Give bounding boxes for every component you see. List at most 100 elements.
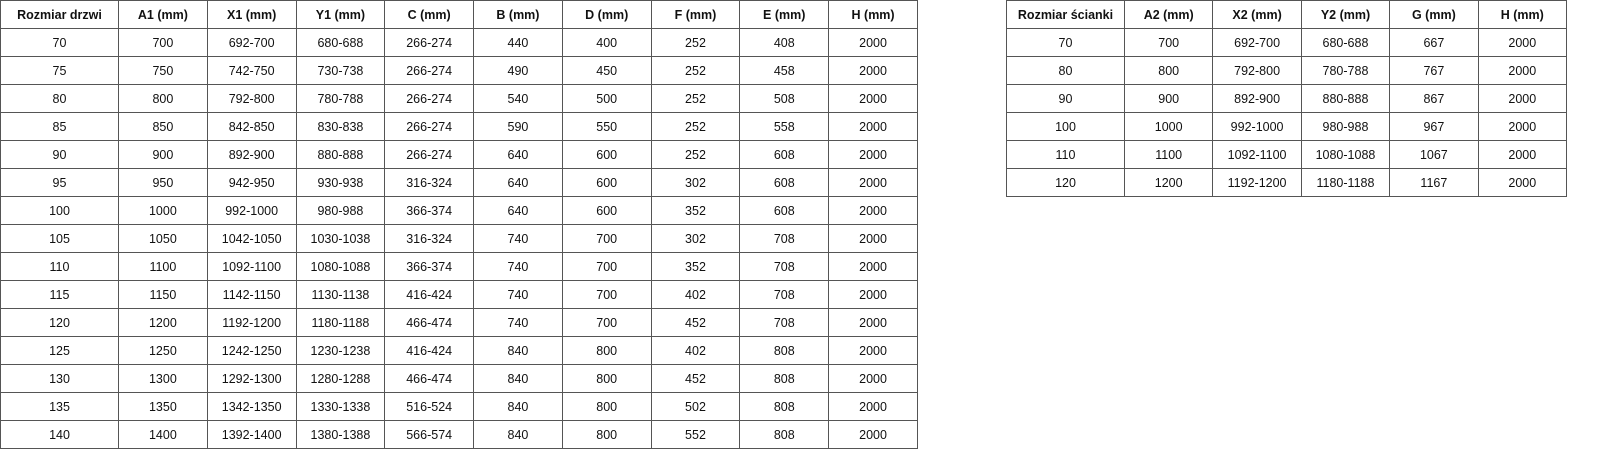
table-cell: 608 xyxy=(739,140,830,169)
table-cell: 700 xyxy=(561,280,652,309)
column-header: Y2 (mm) xyxy=(1300,0,1391,29)
table-row: 125 1250 1242-1250 1230-1238 416-424 840 800 40… xyxy=(0,336,918,365)
table-cell: 740 xyxy=(473,308,563,337)
table-cell: 95 xyxy=(0,168,119,197)
table-cell: 316-324 xyxy=(384,224,475,253)
table-cell: 708 xyxy=(739,280,830,309)
table-cell: 740 xyxy=(473,224,563,253)
table-cell: 1067 xyxy=(1389,140,1479,169)
table-cell: 130 xyxy=(0,364,119,393)
table-cell: 1280-1288 xyxy=(295,364,386,393)
table-cell: 840 xyxy=(473,420,563,449)
table-cell: 2000 xyxy=(828,252,918,281)
table-cell: 640 xyxy=(473,196,563,225)
table-cell: 640 xyxy=(473,168,563,197)
column-header: C (mm) xyxy=(384,0,475,29)
table-cell: 500 xyxy=(561,84,652,113)
table-cell: 767 xyxy=(1389,56,1479,85)
table-cell: 408 xyxy=(739,28,830,57)
header-row: Rozmiar drzwi A1 (mm) X1 (mm) Y1 (mm) C (mm)… xyxy=(0,0,918,29)
table-cell: 640 xyxy=(473,140,563,169)
column-header: B (mm) xyxy=(473,0,563,29)
table-cell: 692-700 xyxy=(1212,28,1302,57)
table-cell: 110 xyxy=(0,252,119,281)
column-header: F (mm) xyxy=(650,0,741,29)
table-cell: 1200 xyxy=(118,308,208,337)
table-cell: 1030-1038 xyxy=(295,224,386,253)
table-cell: 2000 xyxy=(828,308,918,337)
table-cell: 740 xyxy=(473,280,563,309)
table-cell: 800 xyxy=(1123,56,1214,85)
table-cell: 1142-1150 xyxy=(206,280,297,309)
table-cell: 352 xyxy=(650,252,741,281)
column-header: H (mm) xyxy=(828,0,918,29)
table-row: 115 1150 1142-1150 1130-1138 416-424 740 700 40… xyxy=(0,280,918,309)
table-cell: 1230-1238 xyxy=(295,336,386,365)
table-cell: 400 xyxy=(561,28,652,57)
table-cell: 880-888 xyxy=(295,140,386,169)
table-cell: 850 xyxy=(118,112,208,141)
table-cell: 1330-1338 xyxy=(295,392,386,421)
table-cell: 1150 xyxy=(118,280,208,309)
column-header: D (mm) xyxy=(561,0,652,29)
table-cell: 508 xyxy=(739,84,830,113)
table-cell: 2000 xyxy=(1477,28,1568,57)
table-cell: 600 xyxy=(561,196,652,225)
column-header: X1 (mm) xyxy=(206,0,297,29)
table-cell: 740 xyxy=(473,252,563,281)
table-row: 110 1100 1092-1100 1080-1088 1067 2000 xyxy=(1006,140,1568,169)
column-header: Y1 (mm) xyxy=(295,0,386,29)
table-cell: 1180-1188 xyxy=(295,308,386,337)
table-cell: 266-274 xyxy=(384,112,475,141)
table-cell: 2000 xyxy=(828,112,918,141)
table-cell: 75 xyxy=(0,56,119,85)
table-cell: 1100 xyxy=(1123,140,1214,169)
table-cell: 680-688 xyxy=(295,28,386,57)
table-cell: 842-850 xyxy=(206,112,297,141)
table-cell: 440 xyxy=(473,28,563,57)
table-cell: 1092-1100 xyxy=(1212,140,1302,169)
table-row: 120 1200 1192-1200 1180-1188 1167 2000 xyxy=(1006,168,1568,197)
table-cell: 452 xyxy=(650,364,741,393)
table-cell: 90 xyxy=(0,140,119,169)
table-cell: 1392-1400 xyxy=(206,420,297,449)
table-cell: 302 xyxy=(650,224,741,253)
table-cell: 930-938 xyxy=(295,168,386,197)
table-cell: 516-524 xyxy=(384,392,475,421)
table-cell: 490 xyxy=(473,56,563,85)
table-cell: 942-950 xyxy=(206,168,297,197)
table-cell: 700 xyxy=(561,224,652,253)
table-cell: 458 xyxy=(739,56,830,85)
table-cell: 1292-1300 xyxy=(206,364,297,393)
table-cell: 2000 xyxy=(828,196,918,225)
table-row: 100 1000 992-1000 980-988 967 2000 xyxy=(1006,112,1568,141)
table-cell: 1342-1350 xyxy=(206,392,297,421)
table-cell: 700 xyxy=(1123,28,1214,57)
table-cell: 1042-1050 xyxy=(206,224,297,253)
table-cell: 266-274 xyxy=(384,56,475,85)
table-cell: 800 xyxy=(561,364,652,393)
table-row: 90 900 892-900 880-888 867 2000 xyxy=(1006,84,1568,113)
table-cell: 1000 xyxy=(1123,112,1214,141)
table-cell: 550 xyxy=(561,112,652,141)
table-cell: 1400 xyxy=(118,420,208,449)
table-cell: 452 xyxy=(650,308,741,337)
table-cell: 980-988 xyxy=(295,196,386,225)
table-cell: 2000 xyxy=(1477,140,1568,169)
table-cell: 1000 xyxy=(118,196,208,225)
table-cell: 1130-1138 xyxy=(295,280,386,309)
table-cell: 900 xyxy=(118,140,208,169)
table-cell: 110 xyxy=(1006,140,1125,169)
table-cell: 980-988 xyxy=(1300,112,1391,141)
table-cell: 892-900 xyxy=(206,140,297,169)
table-cell: 115 xyxy=(0,280,119,309)
table-cell: 967 xyxy=(1389,112,1479,141)
column-header: Rozmiar ścianki xyxy=(1006,0,1125,29)
table-row: 120 1200 1192-1200 1180-1188 466-474 740 700 45… xyxy=(0,308,918,337)
table-cell: 900 xyxy=(1123,84,1214,113)
table-cell: 2000 xyxy=(828,28,918,57)
table-cell: 2000 xyxy=(828,392,918,421)
table-cell: 800 xyxy=(118,84,208,113)
table-cell: 70 xyxy=(1006,28,1125,57)
table-cell: 366-374 xyxy=(384,196,475,225)
